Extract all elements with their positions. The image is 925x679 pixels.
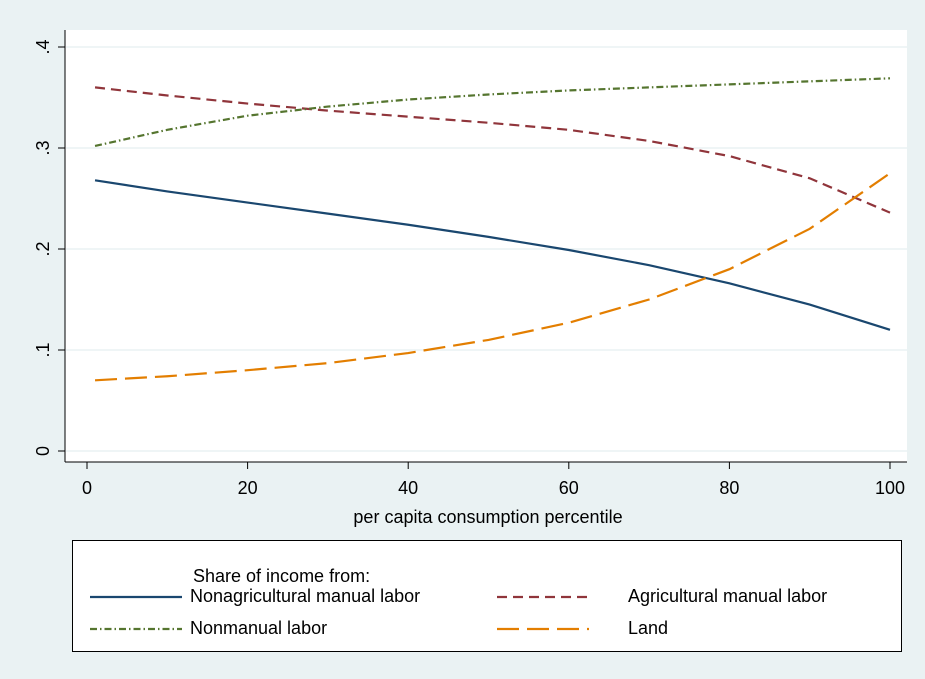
x-tick-label: 80 [719,478,739,498]
series-line [94,179,891,331]
legend-box [72,540,902,652]
x-tick-label: 100 [875,478,905,498]
x-tick-label: 20 [238,478,258,498]
y-tick-label: .4 [33,39,53,54]
y-tick-label: .2 [33,241,53,256]
legend-label: Land [628,618,668,638]
y-tick-label: .1 [33,342,53,357]
legend-label: Agricultural manual labor [628,586,827,606]
y-tick-label: 0 [33,446,53,456]
y-tick-label: .3 [33,140,53,155]
legend-label: Nonmanual labor [190,618,327,638]
series-line [94,77,891,148]
x-axis-title: per capita consumption percentile [353,507,622,527]
legend-label: Nonagricultural manual labor [190,586,420,606]
legend-title: Share of income from: [193,566,370,586]
x-tick-label: 0 [82,478,92,498]
series-line [94,172,891,382]
plot-region [65,30,907,462]
x-tick-label: 60 [559,478,579,498]
x-tick-label: 40 [398,478,418,498]
